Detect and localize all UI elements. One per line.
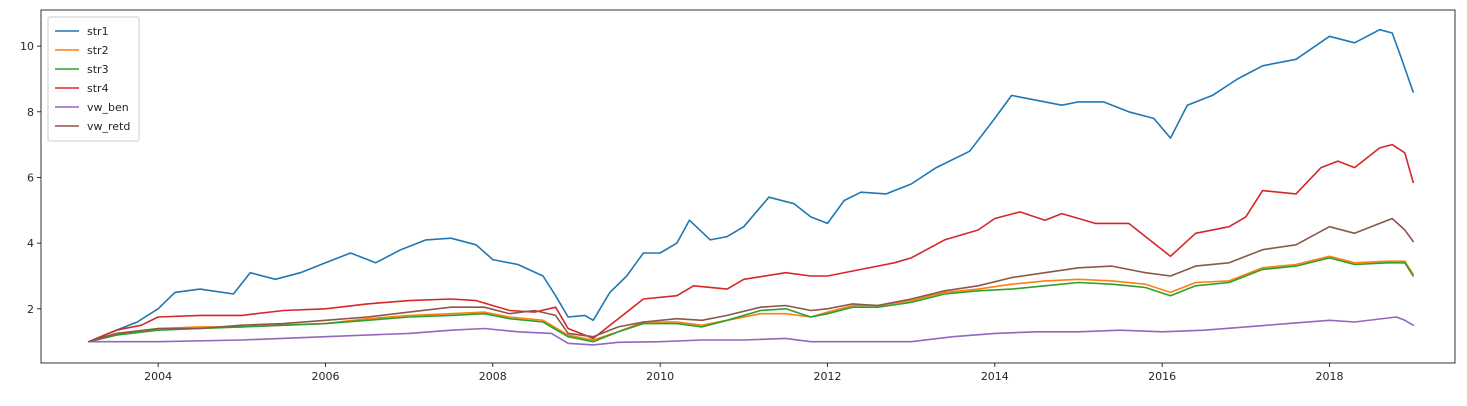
y-tick-label: 10 — [20, 40, 34, 53]
series-layer — [87, 28, 1414, 346]
y-tick-label: 4 — [27, 237, 34, 250]
y-tick-label: 6 — [27, 171, 34, 184]
y-axis: 2 4 6 8 10 — [20, 40, 41, 316]
x-tick-label: 2010 — [646, 370, 674, 383]
x-tick-label: 2016 — [1148, 370, 1176, 383]
plot-area — [41, 10, 1455, 363]
legend-label-str1: str1 — [87, 25, 109, 38]
series-line-vw_ben — [87, 316, 1414, 346]
legend: str1 str2 str3 str4 vw_ben vw_retd — [47, 16, 140, 142]
x-tick-label: 2004 — [144, 370, 172, 383]
legend-label-str2: str2 — [87, 44, 109, 57]
legend-label-str4: str4 — [87, 82, 109, 95]
series-line-str2 — [87, 255, 1414, 343]
series-line-vw_retd — [87, 217, 1414, 343]
series-line-str4 — [87, 143, 1414, 343]
legend-label-vw_retd: vw_retd — [87, 120, 130, 133]
x-tick-label: 2012 — [813, 370, 841, 383]
legend-box — [47, 16, 140, 142]
x-axis: 2004 2006 2008 2010 2012 2014 2016 2018 — [144, 363, 1343, 383]
legend-label-str3: str3 — [87, 63, 109, 76]
y-tick-label: 2 — [27, 303, 34, 316]
series-line-str1 — [87, 28, 1414, 343]
series-line-str3 — [87, 257, 1414, 343]
legend-label-vw_ben: vw_ben — [87, 101, 129, 114]
x-tick-label: 2018 — [1315, 370, 1343, 383]
x-tick-label: 2006 — [311, 370, 339, 383]
x-tick-label: 2014 — [981, 370, 1009, 383]
plot-frame — [40, 9, 1456, 364]
x-tick-label: 2008 — [479, 370, 507, 383]
y-tick-label: 8 — [27, 106, 34, 119]
